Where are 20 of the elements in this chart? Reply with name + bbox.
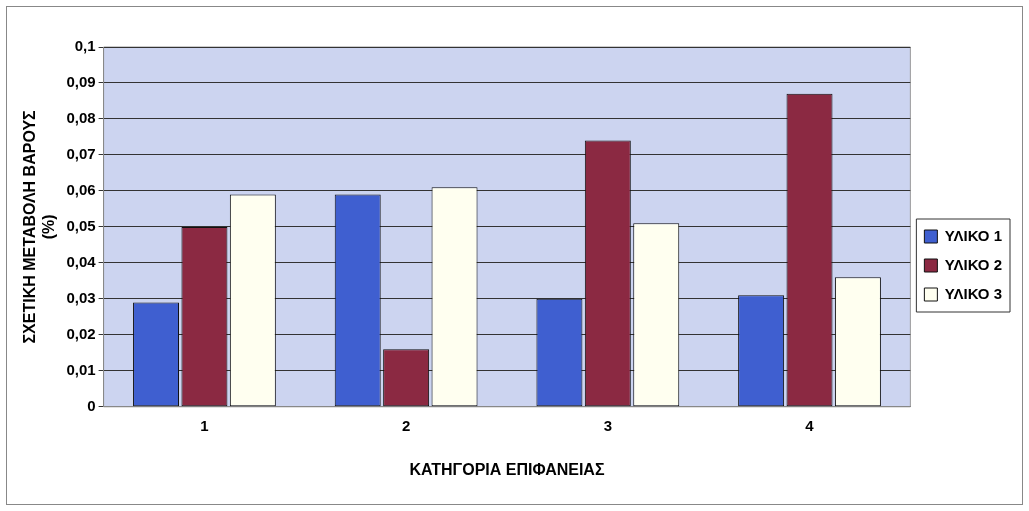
y-tick-label: 0,09 <box>66 73 96 91</box>
y-tick-label: 0,01 <box>66 360 96 378</box>
x-tick-label: 3 <box>603 416 612 434</box>
y-tick-label: 0,06 <box>66 181 96 199</box>
y-tick-label: 0,08 <box>66 109 96 127</box>
y-axis-title: ΣΧΕΤΙΚΗ ΜΕΤΑΒΟΛΗ ΒΑΡΟΥΣ (%) <box>21 109 58 344</box>
x-tick-label: 1 <box>200 416 209 434</box>
x-axis-title: ΚΑΤΗΓΟΡΙΑ ΕΠΙΦΑΝΕΙΑΣ <box>409 460 605 478</box>
y-tick-label: 0,03 <box>66 289 96 306</box>
y-tick-label: 0,1 <box>74 37 96 55</box>
y-tick-label: 0,07 <box>66 145 96 163</box>
y-tick-label: 0,04 <box>66 253 97 271</box>
legend-label: ΥΛΙΚΟ 1 <box>944 226 1002 244</box>
legend-label: ΥΛΙΚΟ 3 <box>944 284 1002 302</box>
legend-label: ΥΛΙΚΟ 2 <box>944 255 1002 273</box>
y-tick-label: 0,05 <box>66 217 96 235</box>
x-tick-label: 2 <box>401 416 411 434</box>
y-tick-label: 0 <box>87 396 96 414</box>
y-tick-label: 0,02 <box>66 324 96 342</box>
x-tick-label: 4 <box>805 416 815 434</box>
